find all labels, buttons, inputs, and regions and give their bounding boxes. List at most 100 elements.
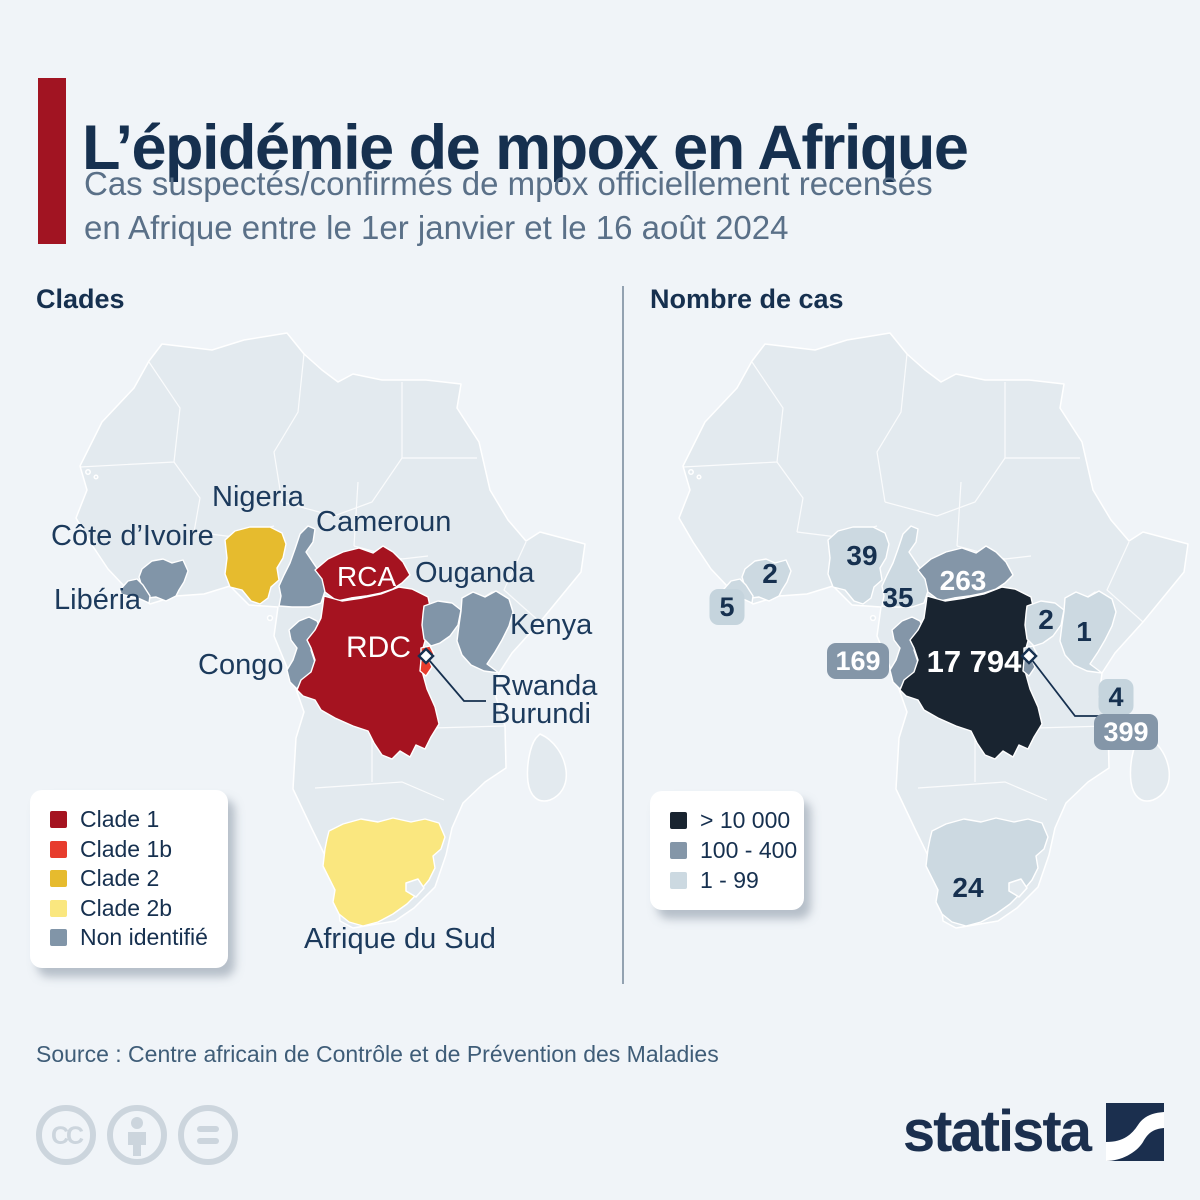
legend-label: 1 - 99	[700, 866, 759, 893]
country-afrique-du-sud	[322, 817, 446, 927]
lesotho	[405, 878, 425, 898]
legend-label: Clade 2b	[80, 894, 173, 921]
cases-nigeria: 39	[846, 540, 878, 571]
legend-label: Clade 1	[80, 806, 160, 833]
country-kenya	[1059, 590, 1117, 674]
cases-rca: 263	[939, 565, 987, 596]
cases-rdc: 17 794	[926, 644, 1022, 679]
panel-title-clades: Clades	[36, 284, 125, 314]
cases-cote-ivoire: 2	[762, 558, 778, 589]
bioko-island	[266, 614, 274, 622]
accent-bar	[38, 78, 66, 244]
cases-map-panel	[675, 330, 1195, 990]
label-cameroun: Cameroun	[316, 506, 452, 538]
swatch-clade2b	[50, 899, 67, 917]
label-cote-ivoire: Côte d’Ivoire	[51, 520, 214, 552]
legend-row: Clade 2b	[50, 894, 228, 924]
legend-label: Clade 2	[80, 865, 160, 892]
africa-map-svg	[75, 332, 586, 929]
madagascar	[526, 733, 568, 802]
island-dot	[93, 474, 99, 480]
cases-cameroun: 35	[882, 582, 914, 613]
label-burundi: Burundi	[491, 698, 591, 730]
cases-congo-badge: 169	[827, 643, 889, 679]
cc-icon: CC	[36, 1105, 96, 1165]
legend-label: > 10 000	[700, 806, 791, 833]
label-liberia: Libéria	[54, 584, 142, 616]
statista-logo-mark	[1106, 1103, 1164, 1161]
label-afrique-du-sud: Afrique du Sud	[304, 923, 496, 955]
subtitle-line1: Cas suspectés/confirmés de mpox officiel…	[84, 165, 933, 202]
country-rdc	[296, 586, 440, 760]
svg-text:CC: CC	[51, 1122, 84, 1150]
legend-row: 100 - 400	[670, 835, 804, 865]
country-ouganda	[421, 600, 462, 647]
legend-label: Clade 1b	[80, 835, 173, 862]
label-rdc: RDC	[346, 631, 411, 664]
country-kenya	[456, 590, 514, 674]
swatch-clade1b	[50, 840, 67, 858]
page-subtitle: Cas suspectés/confirmés de mpox officiel…	[84, 162, 1084, 250]
madagascar	[1129, 733, 1171, 802]
label-ouganda: Ouganda	[415, 557, 535, 589]
panel-divider	[622, 286, 624, 984]
label-rca: RCA	[337, 561, 397, 592]
outbreak-marker-diamond	[1020, 647, 1038, 665]
country-nigeria	[827, 526, 890, 605]
cases-rwanda-badge: 4	[1098, 679, 1134, 715]
label-rwanda: Rwanda	[491, 670, 598, 702]
country-cameroun	[881, 525, 929, 608]
legend-label: Non identifié	[80, 924, 208, 951]
source-text: Source : Centre africain de Contrôle et …	[36, 1041, 719, 1067]
country-ouganda	[1024, 600, 1065, 647]
rwanda-burundi-callout-line	[1031, 659, 1101, 717]
legend-row: Clade 1	[50, 805, 228, 835]
attribution-person-icon	[107, 1105, 167, 1165]
cases-kenya: 1	[1076, 616, 1092, 647]
label-kenya: Kenya	[510, 609, 593, 641]
cc-license-icons: CC	[36, 1105, 238, 1165]
swatch-cases-low	[670, 871, 687, 889]
clades-map-panel	[72, 330, 592, 990]
legend-label: 100 - 400	[700, 836, 798, 863]
label-nigeria: Nigeria	[212, 481, 304, 513]
lesotho	[1008, 878, 1028, 898]
rwanda-burundi-callout-line	[428, 659, 486, 702]
legend-row: Clade 1b	[50, 835, 228, 865]
subtitle-line2: en Afrique entre le 1er janvier et le 16…	[84, 209, 789, 246]
island-dot	[696, 474, 702, 480]
cases-legend: > 10 000 100 - 400 1 - 99	[650, 791, 804, 910]
swatch-cases-mid	[670, 841, 687, 859]
legend-row: > 10 000	[670, 805, 804, 835]
country-borders	[79, 353, 541, 801]
swatch-clade2	[50, 870, 67, 888]
island-dot	[85, 469, 91, 475]
label-congo: Congo	[198, 649, 284, 681]
outbreak-marker-diamond	[417, 647, 435, 665]
swatch-non-identifie	[50, 929, 67, 947]
clades-legend: Clade 1 Clade 1b Clade 2 Clade 2b Non id…	[30, 790, 228, 968]
panel-title-cases: Nombre de cas	[650, 284, 844, 314]
country-rdc	[899, 586, 1043, 760]
country-afrique-du-sud	[925, 817, 1049, 927]
country-cameroun	[278, 525, 326, 608]
country-nigeria	[224, 526, 287, 605]
swatch-cases-high	[670, 811, 687, 829]
cases-liberia-badge: 5	[709, 589, 745, 625]
equals-icon	[178, 1105, 238, 1165]
legend-row: Clade 2	[50, 864, 228, 894]
country-borders	[682, 353, 1144, 801]
africa-map-svg	[678, 332, 1189, 929]
swatch-clade1	[50, 811, 67, 829]
cases-ouganda: 2	[1038, 604, 1054, 635]
country-liberia	[119, 578, 151, 604]
island-dot	[688, 469, 694, 475]
statista-logo-text: statista	[902, 1099, 1092, 1164]
cases-burundi-badge: 399	[1094, 714, 1158, 750]
legend-row: Non identifié	[50, 923, 228, 953]
bioko-island	[869, 614, 877, 622]
legend-row: 1 - 99	[670, 865, 804, 895]
page-title: L’épidémie de mpox en Afrique	[82, 113, 969, 184]
cases-afrique-du-sud: 24	[952, 872, 984, 903]
